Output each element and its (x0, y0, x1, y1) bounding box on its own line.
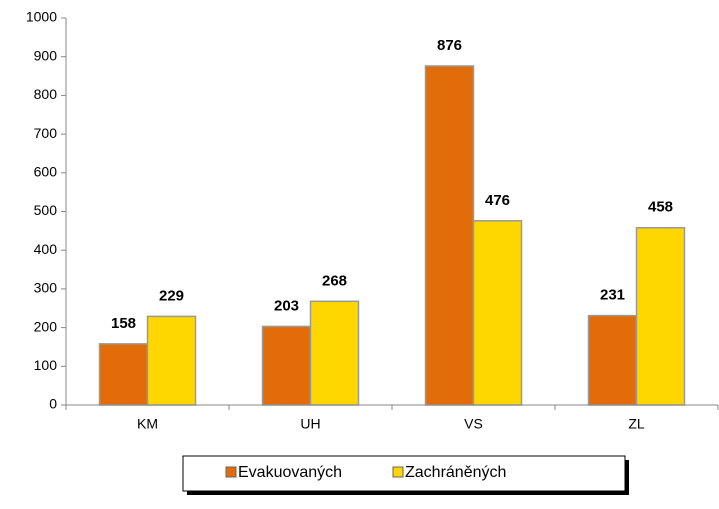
y-tick-label: 800 (34, 86, 58, 102)
bar (472, 220, 523, 406)
y-tick-label: 900 (34, 47, 58, 63)
legend-swatch (392, 466, 404, 478)
x-tick-label: VS (464, 416, 483, 432)
y-tick-label: 500 (34, 202, 58, 218)
y-tick-label: 600 (34, 164, 58, 180)
data-label: 458 (648, 199, 673, 216)
data-label: 229 (159, 287, 184, 304)
bar (98, 343, 149, 406)
bar (146, 315, 197, 406)
data-label: 268 (322, 272, 347, 289)
x-tick-label: KM (137, 416, 158, 432)
y-tick-label: 400 (34, 241, 58, 257)
bar (309, 300, 360, 406)
data-label: 158 (111, 315, 136, 332)
data-label: 476 (485, 192, 510, 209)
data-label: 876 (437, 37, 462, 54)
y-tick-label: 1000 (26, 9, 57, 25)
x-tick-label: UH (300, 416, 320, 432)
legend-swatch (225, 466, 237, 478)
data-label: 231 (600, 287, 625, 304)
y-tick-label: 100 (34, 357, 58, 373)
bar (424, 65, 475, 406)
x-tick-label: ZL (628, 416, 645, 432)
legend-label: Zachráněných (405, 464, 506, 481)
legend (182, 455, 626, 492)
legend-label: Evakuovaných (238, 464, 342, 481)
y-tick-label: 300 (34, 280, 58, 296)
bar (587, 314, 638, 406)
y-tick-label: 700 (34, 125, 58, 141)
y-tick-label: 0 (49, 396, 57, 412)
bar (635, 227, 686, 406)
bar (261, 325, 312, 406)
y-tick-label: 200 (34, 318, 58, 334)
data-label: 203 (274, 297, 299, 314)
